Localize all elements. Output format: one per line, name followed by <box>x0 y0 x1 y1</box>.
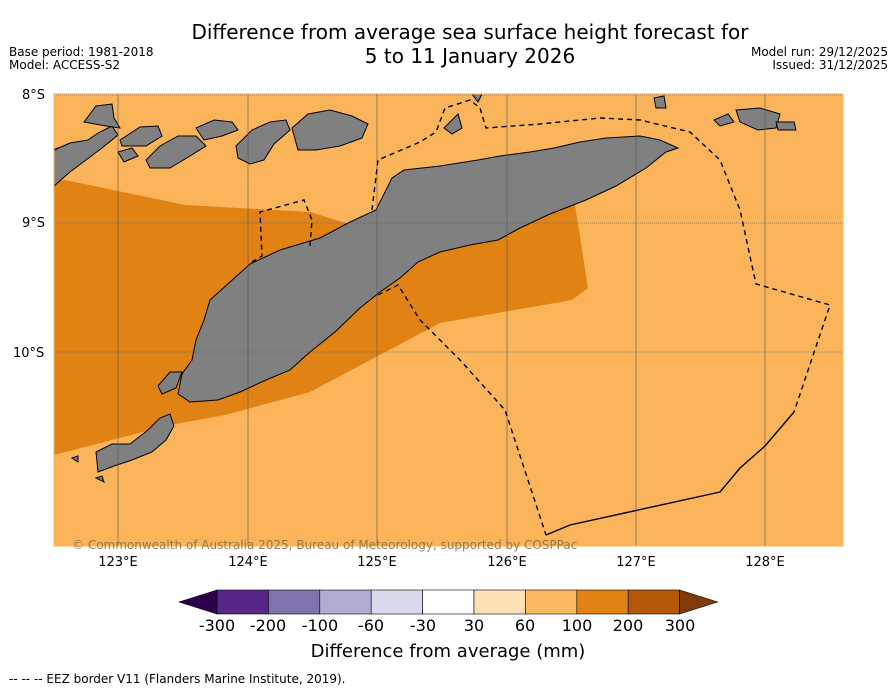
colorbar-segment <box>576 589 629 615</box>
copyright-text: © Commonwealth of Australia 2025, Bureau… <box>72 538 577 552</box>
land-island-alor <box>235 119 291 165</box>
colorbar-tick: 60 <box>514 616 536 635</box>
lon-label-128: 128°E <box>745 555 785 570</box>
eez-border-timor-north <box>371 99 831 413</box>
chart-title: Difference from average sea surface heig… <box>0 20 896 68</box>
colorbar-tick: 30 <box>463 616 485 635</box>
land-island-sabu <box>95 413 175 473</box>
land-island-5 <box>145 135 207 169</box>
lat-label-8s: 8°S <box>22 88 45 103</box>
gridlines <box>54 94 843 546</box>
land-island-9 <box>653 95 667 109</box>
colorbar-extend-low <box>178 589 218 615</box>
colorbar-label: Difference from average (mm) <box>310 641 586 662</box>
colorbar-tick: -100 <box>301 616 339 635</box>
eez-borders <box>53 99 831 536</box>
lon-label-126: 126°E <box>487 555 527 570</box>
colorbar-segment <box>422 589 475 615</box>
lat-label-10s: 10°S <box>13 346 44 361</box>
land-island-12 <box>775 121 797 131</box>
colorbar <box>178 589 719 615</box>
eez-border-small <box>53 147 59 151</box>
colorbar-tick: -30 <box>409 616 437 635</box>
land-timor <box>177 135 680 403</box>
colorbar-tick: -200 <box>249 616 287 635</box>
lon-label-124: 124°E <box>228 555 268 570</box>
title-line-2: 5 to 11 January 2026 <box>364 44 576 68</box>
eez-border-solid <box>545 411 795 536</box>
eez-border-oecusse <box>251 199 313 263</box>
base-period-text: Base period: 1981-2018 <box>9 45 154 59</box>
eez-border-timor-south <box>377 284 547 536</box>
lon-labels: 123°E 124°E 125°E 126°E 127°E 128°E <box>98 555 785 570</box>
land-island-4 <box>117 147 139 163</box>
land-island-7 <box>443 113 463 135</box>
lon-label-123: 123°E <box>98 555 138 570</box>
land-island-11 <box>735 107 781 131</box>
title-line-1: Difference from average sea surface heig… <box>191 20 749 44</box>
colorbar-segment <box>268 589 321 615</box>
land-island-2 <box>83 103 121 129</box>
land-island-13 <box>70 455 79 463</box>
lon-label-125: 125°E <box>357 555 397 570</box>
colorbar-segment <box>370 589 423 615</box>
colorbar-tick: 100 <box>561 616 593 635</box>
colorbar-tick: -300 <box>198 616 236 635</box>
meta-right: Model run: 29/12/2025 Issued: 31/12/2025 <box>751 46 888 72</box>
colorbar-tick: 200 <box>612 616 644 635</box>
colorbar-tick: -60 <box>357 616 385 635</box>
colorbar-extend-high <box>679 589 719 615</box>
colorbar-segment <box>473 589 526 615</box>
colorbar-segment <box>525 589 578 615</box>
model-run-text: Model run: 29/12/2025 <box>750 45 888 59</box>
issued-text: Issued: 31/12/2025 <box>772 58 888 72</box>
eez-border-shared <box>545 411 795 536</box>
colorbar-tick: 300 <box>664 616 696 635</box>
lat-label-9s: 9°S <box>22 216 45 231</box>
colorbar-segment <box>216 589 269 615</box>
lon-label-127: 127°E <box>616 555 656 570</box>
colorbar-segment <box>319 589 372 615</box>
model-text: Model: ACCESS-S2 <box>9 58 121 72</box>
map-frame <box>53 93 844 547</box>
land-island-wetar <box>291 109 369 151</box>
footer-eez-note: -- -- -- EEZ border V11 (Flanders Marine… <box>9 672 346 686</box>
meta-left: Base period: 1981-2018 Model: ACCESS-S2 <box>9 46 154 72</box>
land-island-14 <box>94 475 105 483</box>
land-island-rote <box>157 371 183 395</box>
land-island-10 <box>713 113 735 127</box>
colorbar-segment <box>627 589 680 615</box>
land <box>53 93 797 483</box>
land-island-6 <box>195 119 239 141</box>
land-island-3 <box>119 125 163 147</box>
